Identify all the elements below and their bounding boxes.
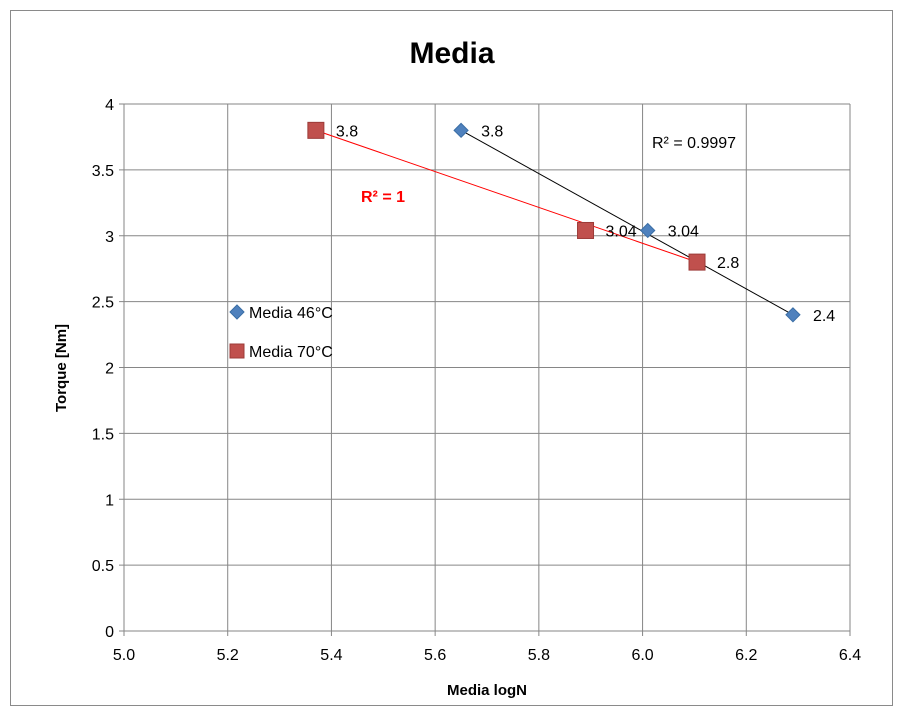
diamond-marker (453, 122, 469, 139)
data-label: 3.8 (481, 123, 503, 140)
data-label: 3.8 (336, 123, 358, 140)
r2-label-media-70: R² = 1 (361, 189, 405, 206)
y-tick-label: 0.5 (92, 558, 114, 575)
y-tick-label: 3 (105, 229, 114, 246)
trendlines (315, 129, 794, 316)
x-tick-label: 6.2 (735, 647, 757, 664)
y-tick-label: 0 (105, 624, 114, 641)
x-tick-label: 5.2 (217, 647, 239, 664)
trendline (460, 129, 794, 316)
data-label: 2.4 (813, 308, 835, 325)
data-label: 3.04 (606, 223, 637, 240)
data-labels: 3.8 3.04 2.4 3.8 3.04 2.8 (336, 123, 835, 324)
grid (123, 103, 851, 632)
x-axis-title: Media logN (447, 682, 527, 699)
legend-entry-label: Media 70°C (249, 344, 333, 361)
trendline (315, 129, 698, 263)
diamond-marker (640, 222, 656, 239)
x-tick-label: 5.4 (320, 647, 342, 664)
r2-label-media-46: R² = 0.9997 (652, 135, 736, 152)
data-label: 3.04 (668, 223, 699, 240)
axes: 5.0 5.2 5.4 5.6 5.8 6.0 6.2 6.4 0 0.5 1 1.5 2 2.5 3 3.5… (92, 97, 861, 664)
x-tick-label: 5.6 (424, 647, 446, 664)
x-tick-label: 6.0 (631, 647, 653, 664)
x-tick-label: 6.4 (839, 647, 861, 664)
y-tick-label: 3.5 (92, 163, 114, 180)
square-marker (577, 221, 595, 239)
x-tick-label: 5.0 (113, 647, 135, 664)
diamond-marker (785, 307, 801, 323)
square-marker (688, 253, 706, 271)
y-axis-title: Torque [Nm] (53, 324, 70, 412)
y-tick-label: 2.5 (92, 295, 114, 312)
y-tick-label: 1.5 (92, 426, 114, 443)
y-tick-label: 2 (105, 361, 114, 378)
x-tick-label: 5.8 (528, 647, 550, 664)
legend: Media 46°C Media 70°C (229, 304, 333, 361)
legend-entry-label: Media 46°C (249, 305, 333, 322)
y-tick-label: 1 (105, 492, 114, 509)
chart-title: Media (409, 37, 494, 70)
legend-diamond-icon (229, 304, 245, 320)
data-label: 2.8 (717, 255, 739, 272)
y-tick-label: 4 (105, 97, 114, 114)
legend-square-icon (229, 343, 245, 359)
markers (307, 121, 801, 323)
square-marker (307, 121, 325, 139)
